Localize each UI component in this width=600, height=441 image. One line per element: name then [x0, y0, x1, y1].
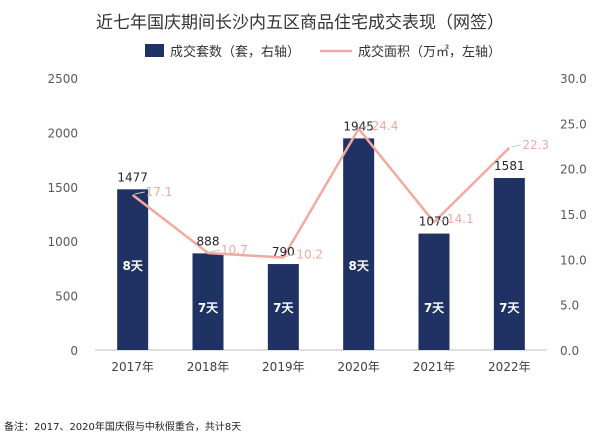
bar-inner-label: 7天 — [424, 301, 445, 315]
bar-inner-label: 8天 — [122, 259, 143, 273]
line-series — [131, 127, 511, 259]
legend-swatch-bar — [145, 44, 164, 57]
left-axis-tick-label: 0 — [70, 344, 78, 358]
bar-inner-label: 8天 — [348, 259, 369, 273]
line-label-leader — [511, 144, 522, 148]
right-axis-tick-label: 10.0 — [560, 253, 587, 267]
left-axis-tick-label: 2500 — [47, 72, 78, 86]
bar-value-label: 1070 — [419, 215, 450, 229]
line-value-label: 10.2 — [296, 248, 323, 262]
line-label-leader — [435, 218, 447, 222]
right-axis-tick-label: 25.0 — [560, 117, 587, 131]
bar-value-label: 1581 — [494, 159, 525, 173]
x-tick-label: 2021年 — [413, 360, 456, 374]
right-axis-tick-label: 15.0 — [560, 208, 587, 222]
bar-value-label: 790 — [272, 245, 295, 259]
line-value-label: 14.1 — [447, 212, 474, 226]
right-axis-tick-label: 0.0 — [560, 344, 579, 358]
bar — [343, 138, 375, 350]
line-value-label: 10.7 — [221, 243, 248, 257]
bar — [493, 177, 525, 350]
bar — [117, 189, 149, 350]
left-axis-tick-label: 1500 — [47, 181, 78, 195]
bar-value-label: 888 — [197, 234, 220, 248]
x-tick-label: 2020年 — [337, 360, 380, 374]
bar-inner-label: 7天 — [198, 301, 219, 315]
bar-value-label: 1945 — [343, 119, 374, 133]
chart-title: 近七年国庆期间长沙内五区商品住宅成交表现（网签） — [96, 13, 504, 33]
bar — [267, 264, 299, 350]
line-value-label: 24.4 — [372, 119, 399, 133]
x-tick-label: 2017年 — [111, 360, 154, 374]
left-axis-tick-label: 1000 — [47, 235, 78, 249]
x-tick-label: 2022年 — [488, 360, 531, 374]
line-label-leader — [134, 191, 145, 195]
legend-label-bar: 成交套数（套，右轴） — [170, 44, 300, 60]
bar-inner-label: 7天 — [499, 301, 520, 315]
line-label-leader — [360, 125, 371, 129]
left-axis-tick-label: 500 — [55, 290, 78, 304]
bar — [418, 233, 450, 350]
bar — [192, 253, 224, 350]
right-axis-tick-label: 20.0 — [560, 163, 587, 177]
line-value-label: 17.1 — [146, 185, 173, 199]
x-tick-label: 2018年 — [187, 360, 230, 374]
right-axis-tick-label: 30.0 — [560, 72, 587, 86]
legend-label-line: 成交面积（万㎡，左轴） — [358, 44, 501, 60]
x-tick-label: 2019年 — [262, 360, 305, 374]
line-value-label: 22.3 — [522, 138, 549, 152]
bar-value-label: 1477 — [117, 170, 148, 184]
left-axis-tick-label: 2000 — [47, 126, 78, 140]
footnote: 备注：2017、2020年国庆假与中秋假重合，共计8天 — [4, 422, 242, 433]
line-label-leader — [285, 254, 296, 258]
bar-inner-label: 7天 — [273, 301, 294, 315]
line-label-leader — [209, 249, 221, 253]
right-axis-tick-label: 5.0 — [560, 299, 579, 313]
